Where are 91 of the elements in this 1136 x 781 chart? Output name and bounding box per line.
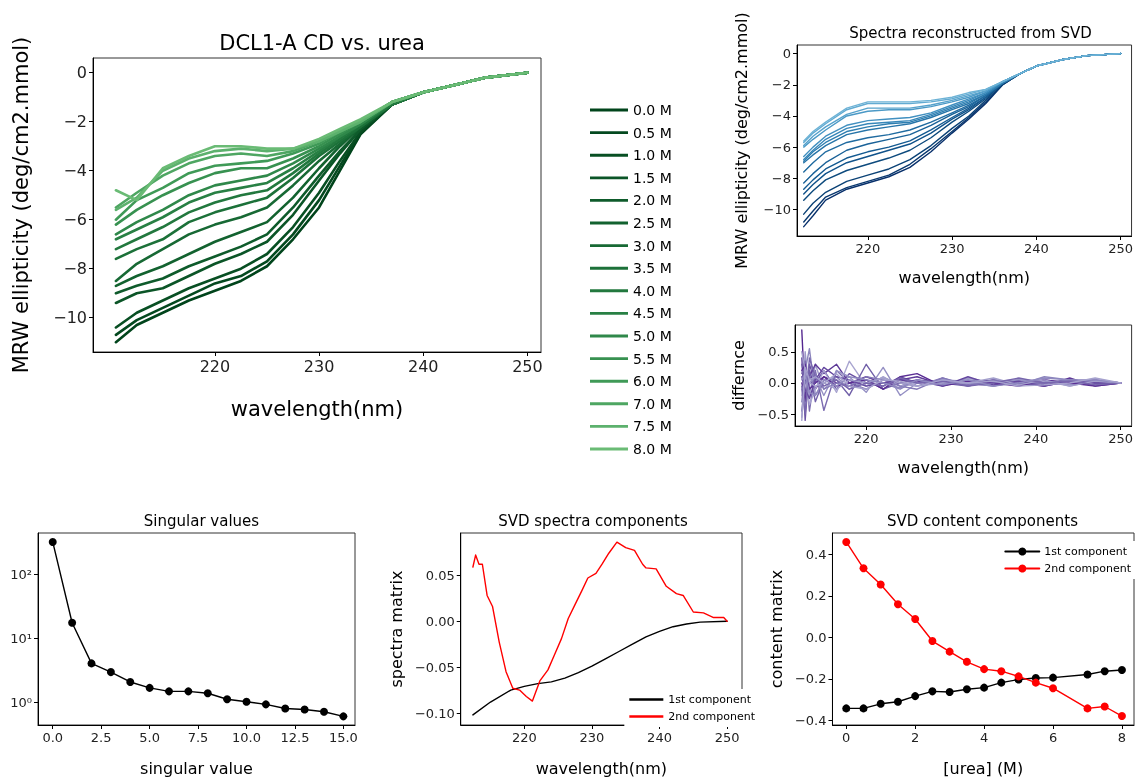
y-tick-label: 10² bbox=[10, 567, 32, 583]
x-axis-title: wavelength(nm) bbox=[230, 396, 404, 421]
x-axis-title: wavelength(nm) bbox=[897, 457, 1030, 477]
y-tick-label: −8 bbox=[63, 259, 87, 279]
y-tick-label: −0.05 bbox=[414, 659, 455, 675]
y-tick-label: −0.2 bbox=[794, 671, 827, 687]
y-tick-label: −6 bbox=[771, 139, 791, 155]
x-tick-label: 240 bbox=[1023, 241, 1049, 256]
x-tick-label: 240 bbox=[408, 356, 439, 376]
y-tick-label: −0.5 bbox=[757, 406, 789, 422]
x-tick-label: 10.0 bbox=[232, 730, 261, 745]
x-tick-label: 4 bbox=[979, 730, 989, 745]
legend-label: 7.5 M bbox=[633, 418, 672, 435]
x-tick-label: 250 bbox=[512, 356, 543, 376]
x-axis-title: singular value bbox=[140, 758, 253, 778]
y-tick-label: 0.2 bbox=[805, 588, 827, 604]
y-tick-label: −8 bbox=[771, 170, 791, 186]
y-tick-label: 0.0 bbox=[805, 629, 827, 645]
legend-label: 8.0 M bbox=[633, 441, 672, 457]
chart-title: SVD content components bbox=[887, 511, 1079, 530]
y-tick-label: −0.10 bbox=[414, 705, 455, 721]
y-tick-label: 0.0 bbox=[768, 375, 789, 391]
y-tick-label: −0.4 bbox=[794, 712, 827, 728]
x-tick-label: 2 bbox=[911, 730, 920, 745]
legend-label: 2nd component bbox=[1044, 562, 1132, 575]
y-tick-label: −4 bbox=[771, 108, 791, 124]
x-tick-label: 0.0 bbox=[42, 730, 64, 745]
legend-label: 1st component bbox=[668, 693, 752, 706]
legend-label: 0.0 M bbox=[633, 102, 672, 118]
legend-label: 3.5 M bbox=[633, 260, 672, 277]
legend-label: 2nd component bbox=[668, 710, 756, 723]
y-tick-label: −10 bbox=[763, 201, 791, 217]
x-tick-label: 12.5 bbox=[280, 730, 310, 745]
y-tick-label: 0.4 bbox=[805, 546, 827, 562]
y-tick-label: −2 bbox=[771, 77, 791, 93]
x-tick-label: 15.0 bbox=[328, 730, 358, 745]
x-tick-label: 7.5 bbox=[187, 730, 209, 745]
chart-title: SVD spectra components bbox=[498, 511, 688, 530]
y-tick-label: 0 bbox=[76, 63, 87, 83]
y-tick-label: 10⁰ bbox=[10, 695, 32, 711]
x-tick-label: 220 bbox=[855, 241, 881, 256]
legend-label: 0.5 M bbox=[633, 124, 672, 141]
legend-label: 6.0 M bbox=[633, 373, 672, 390]
chart-title: Singular values bbox=[143, 511, 260, 530]
x-tick-label: 220 bbox=[853, 431, 879, 446]
x-tick-label: 220 bbox=[511, 730, 537, 745]
legend-label: 1.0 M bbox=[633, 147, 672, 164]
x-axis-title: wavelength(nm) bbox=[535, 758, 668, 778]
x-tick-label: 250 bbox=[1108, 431, 1134, 446]
legend-label: 5.0 M bbox=[633, 328, 672, 344]
y-tick-label: 0.00 bbox=[425, 613, 455, 629]
x-tick-label: 8 bbox=[1117, 730, 1127, 745]
x-tick-label: 240 bbox=[647, 730, 672, 745]
y-tick-label: −6 bbox=[63, 210, 87, 230]
legend-label: 5.5 M bbox=[633, 350, 672, 367]
y-tick-label: 0.05 bbox=[425, 567, 455, 583]
y-axis-title: content matrix bbox=[766, 569, 786, 689]
x-tick-label: 6 bbox=[1048, 730, 1058, 745]
x-tick-label: 230 bbox=[939, 241, 965, 256]
x-axis-title: [urea] (M) bbox=[943, 758, 1024, 778]
x-axis-title: wavelength(nm) bbox=[898, 267, 1030, 287]
y-tick-label: −10 bbox=[53, 308, 87, 328]
y-tick-label: −4 bbox=[63, 161, 87, 181]
x-tick-label: 0 bbox=[842, 730, 851, 745]
y-tick-label: 10¹ bbox=[10, 631, 32, 647]
y-axis-title: MRW ellipticity (deg/cm2.mmol) bbox=[8, 36, 33, 374]
chart-title: DCL1-A CD vs. urea bbox=[219, 30, 425, 55]
x-tick-label: 240 bbox=[1023, 431, 1049, 446]
x-tick-label: 5.0 bbox=[139, 730, 160, 745]
legend-label: 2.5 M bbox=[633, 215, 672, 231]
y-tick-label: 0.5 bbox=[768, 344, 789, 360]
legend-label: 4.5 M bbox=[633, 305, 672, 322]
x-tick-label: 2.5 bbox=[90, 730, 112, 745]
x-tick-label: 230 bbox=[303, 356, 335, 376]
legend-label: 1.5 M bbox=[633, 169, 672, 186]
x-tick-label: 230 bbox=[579, 730, 605, 745]
legend-label: 4.0 M bbox=[633, 282, 672, 299]
y-tick-label: 0 bbox=[782, 46, 791, 62]
y-axis-title: differnce bbox=[729, 340, 749, 411]
x-tick-label: 220 bbox=[199, 356, 231, 376]
y-axis-title: MRW ellipticity (deg/cm2.mmol) bbox=[731, 12, 751, 269]
legend-label: 2.0 M bbox=[633, 192, 672, 209]
legend-label: 7.0 M bbox=[633, 395, 672, 412]
x-tick-label: 230 bbox=[938, 431, 964, 446]
chart-title: Spectra reconstructed from SVD bbox=[849, 23, 1092, 42]
legend-label: 1st component bbox=[1044, 545, 1128, 558]
y-tick-label: −2 bbox=[63, 112, 87, 132]
legend-label: 3.0 M bbox=[633, 237, 672, 254]
x-tick-label: 250 bbox=[1108, 241, 1134, 256]
x-tick-label: 250 bbox=[714, 730, 740, 745]
y-axis-title: spectra matrix bbox=[386, 570, 406, 688]
